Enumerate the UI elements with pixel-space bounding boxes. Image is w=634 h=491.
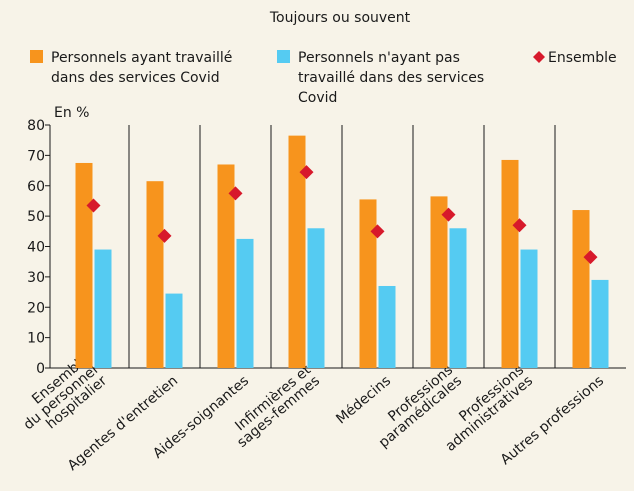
legend-marker — [533, 51, 545, 63]
bar — [572, 210, 590, 368]
y-tick-label: 40 — [27, 240, 45, 256]
legend-swatch — [30, 50, 43, 63]
y-tick-label: 80 — [27, 118, 45, 134]
legend-swatch — [277, 50, 290, 63]
legend-label: Personnels n'ayant pas travaillé dans des… — [298, 50, 484, 106]
y-axis-label: En % — [54, 105, 89, 121]
diamond-marker — [299, 165, 314, 180]
y-tick-label: 10 — [27, 331, 45, 347]
y-tick-label: 60 — [27, 179, 45, 195]
bar — [236, 238, 254, 368]
bar — [449, 228, 467, 368]
bar — [430, 196, 448, 368]
diamond-marker — [86, 198, 101, 213]
y-tick-label: 20 — [27, 300, 45, 316]
bar — [307, 228, 325, 368]
y-tick-label: 50 — [27, 209, 45, 225]
bar — [165, 293, 183, 368]
y-tick-label: 0 — [36, 361, 45, 377]
y-tick-label: 70 — [27, 148, 45, 164]
diamond-marker — [441, 207, 456, 222]
diamond-marker — [370, 224, 385, 239]
y-tick-label: 30 — [27, 270, 45, 286]
bar — [520, 249, 538, 368]
bar — [378, 285, 396, 368]
bar — [501, 159, 519, 368]
bar — [591, 279, 609, 368]
bar — [146, 181, 164, 368]
chart-title: Toujours ou souvent — [269, 10, 411, 26]
diamond-marker — [157, 228, 172, 243]
legend-label: Ensemble — [548, 50, 617, 66]
bar — [217, 164, 235, 368]
legend-label: Personnels ayant travaillé dans des servi… — [51, 50, 232, 86]
diamond-marker — [228, 186, 243, 201]
diamond-marker — [583, 250, 598, 265]
bar — [288, 135, 306, 368]
bar — [359, 199, 377, 368]
bar — [75, 162, 93, 368]
diamond-marker — [512, 218, 527, 233]
bar — [94, 249, 112, 368]
